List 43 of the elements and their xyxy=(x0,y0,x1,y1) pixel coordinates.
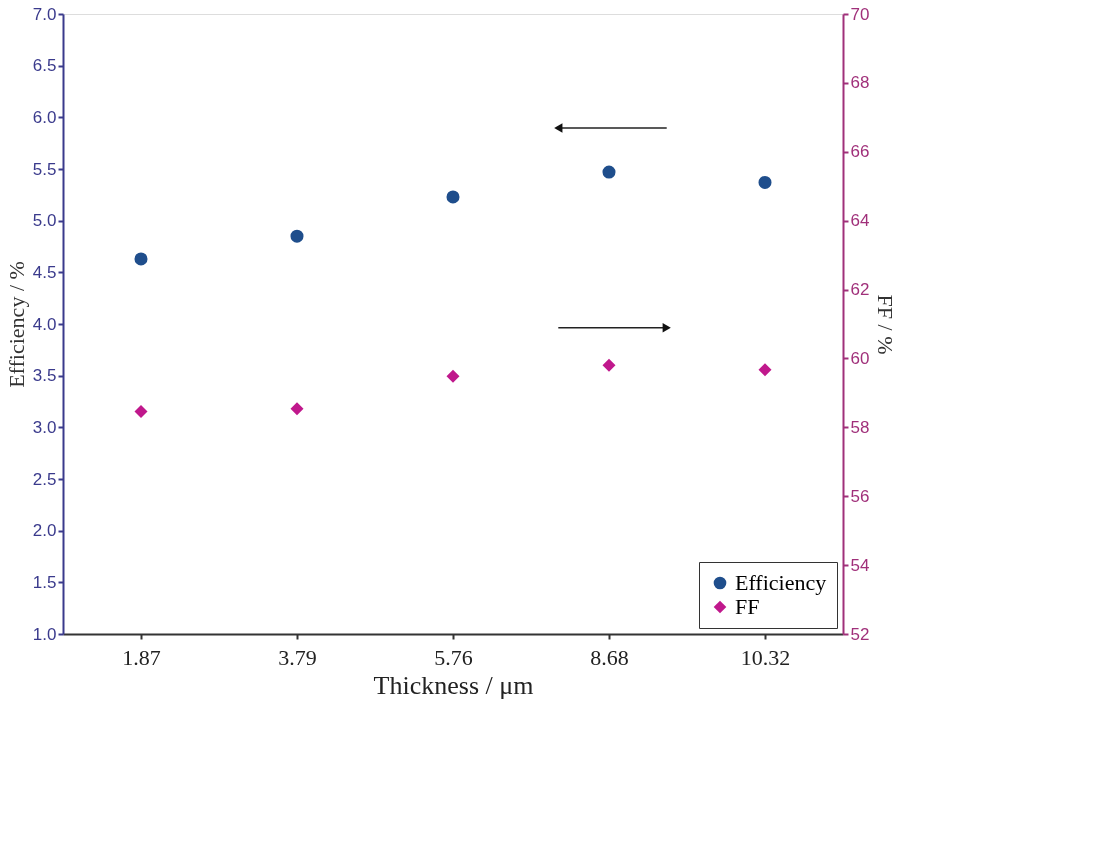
y-tick-label: 4.5 xyxy=(32,262,57,282)
y2-tick-label: 52 xyxy=(850,624,870,644)
y2-tick-label: 66 xyxy=(850,142,870,162)
x-axis-title: Thickness / μm xyxy=(373,670,534,700)
y-tick-label: 1.0 xyxy=(32,624,57,644)
y-tick-label: 4.0 xyxy=(32,314,57,334)
y2-tick-label: 58 xyxy=(850,417,870,437)
point xyxy=(602,358,616,372)
legend-label: Efficiency xyxy=(735,570,827,595)
y2-axis-title: FF / % xyxy=(873,294,899,355)
y-tick-label: 5.5 xyxy=(32,159,57,179)
x-tick-label: 1.87 xyxy=(122,644,161,670)
x-tick-label: 10.32 xyxy=(740,644,791,670)
point xyxy=(290,402,304,416)
point xyxy=(602,165,616,179)
y-tick-label: 2.0 xyxy=(32,521,57,541)
y2-tick-label: 56 xyxy=(850,486,870,506)
y-tick-label: 6.0 xyxy=(32,107,57,127)
y-tick-label: 2.5 xyxy=(32,469,57,489)
y2-tick-label: 70 xyxy=(850,4,870,24)
y-tick-label: 1.5 xyxy=(32,572,57,592)
y-tick-label: 5.0 xyxy=(32,211,57,231)
x-tick-label: 3.79 xyxy=(278,644,317,670)
x-tick-label: 8.68 xyxy=(590,644,629,670)
y2-tick-label: 54 xyxy=(850,555,870,575)
y2-tick-label: 64 xyxy=(850,211,870,231)
point xyxy=(446,190,460,204)
point xyxy=(290,229,304,243)
y-tick-label: 3.0 xyxy=(32,417,57,437)
y-axis-title: Efficiency / % xyxy=(3,261,29,388)
y-tick-label: 6.5 xyxy=(32,56,57,76)
point xyxy=(758,363,772,377)
y2-tick-label: 62 xyxy=(850,280,870,300)
y2-tick-label: 68 xyxy=(850,73,870,93)
y2-tick-label: 60 xyxy=(850,348,870,368)
y-tick-label: 3.5 xyxy=(32,366,57,386)
point xyxy=(758,175,772,189)
y-tick-label: 7.0 xyxy=(32,4,57,24)
point xyxy=(446,369,460,383)
point xyxy=(134,404,148,419)
x-tick-label: 5.76 xyxy=(434,644,473,670)
legend-label: FF xyxy=(735,594,760,619)
point xyxy=(134,252,148,266)
